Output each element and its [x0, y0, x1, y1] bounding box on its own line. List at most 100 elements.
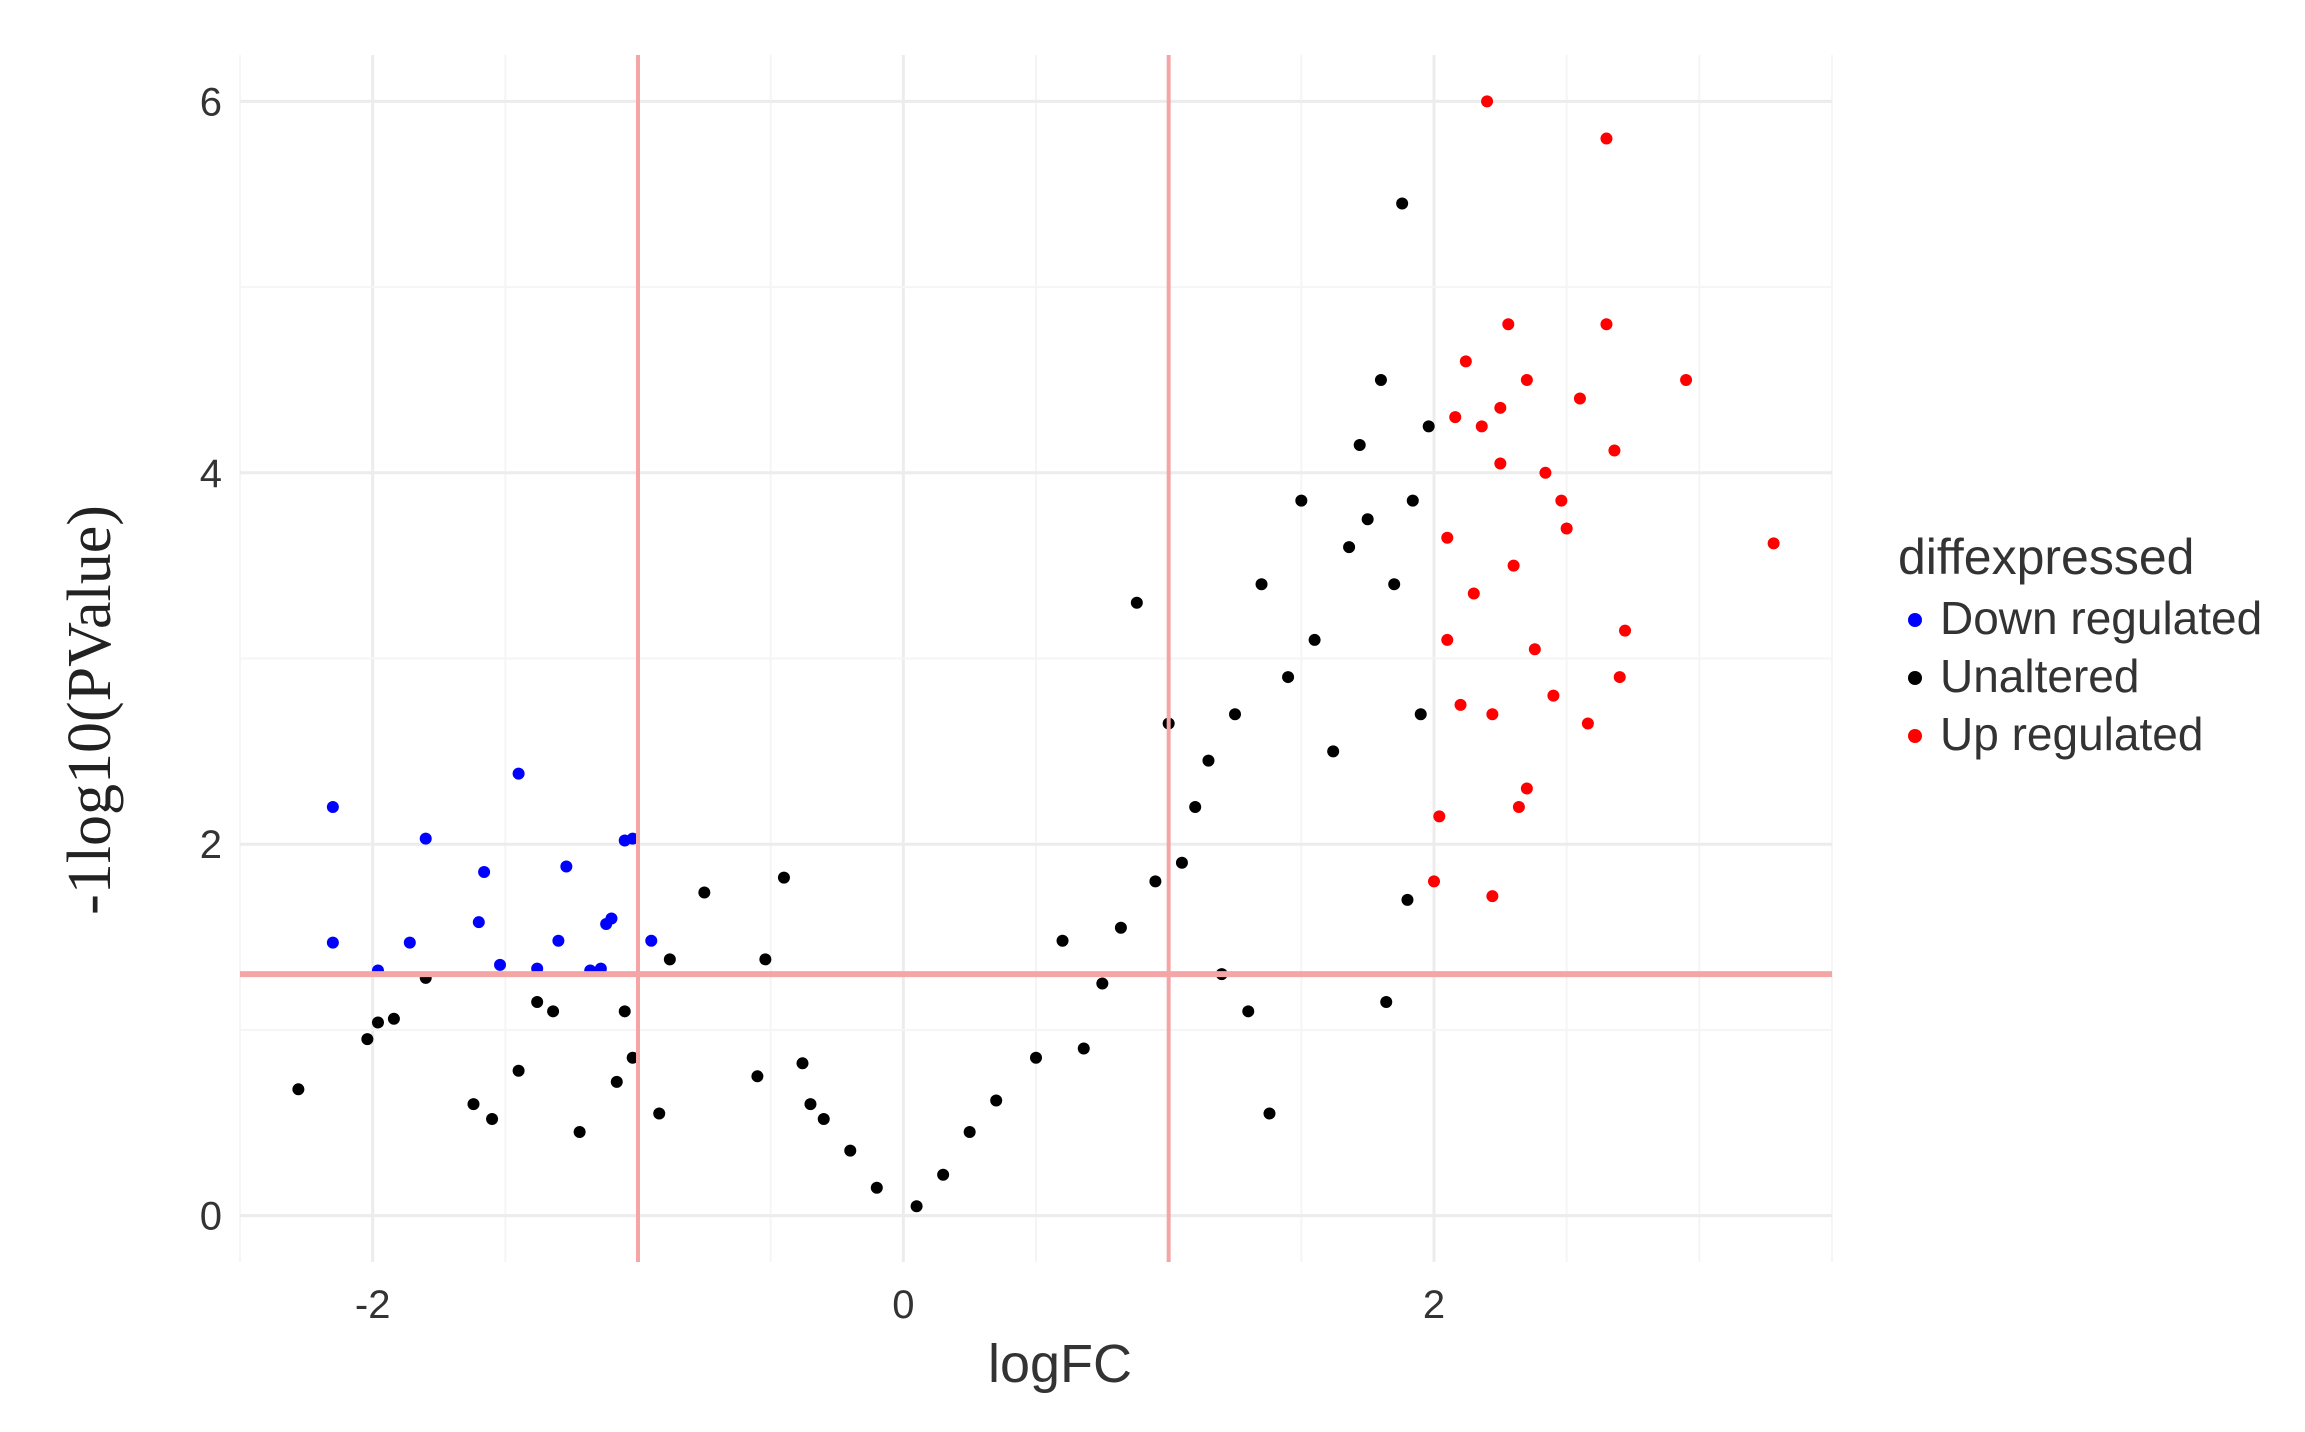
- point-unaltered: [1242, 1005, 1255, 1018]
- point-unaltered: [990, 1094, 1003, 1107]
- point-unaltered: [1229, 708, 1241, 721]
- point-up: [1608, 444, 1621, 457]
- point-down: [560, 860, 573, 873]
- point-unaltered: [531, 996, 544, 1009]
- point-unaltered: [573, 1126, 586, 1139]
- x-tick-label: 0: [892, 1283, 914, 1327]
- point-down: [512, 767, 525, 780]
- x-tick-label: -2: [355, 1283, 391, 1327]
- point-unaltered: [817, 1113, 830, 1126]
- legend-label-1: Unaltered: [1940, 650, 2139, 702]
- legend-key-1: [1908, 671, 1922, 685]
- legend-label-2: Up regulated: [1940, 708, 2203, 760]
- point-up: [1433, 810, 1446, 823]
- point-unaltered: [1414, 708, 1427, 721]
- point-unaltered: [1056, 934, 1069, 947]
- y-tick-labels: 0 2 4 6: [200, 80, 222, 1238]
- point-unaltered: [870, 1181, 883, 1194]
- point-up: [1520, 373, 1533, 386]
- point-unaltered: [1149, 875, 1162, 888]
- point-up: [1441, 531, 1454, 544]
- point-up: [1475, 420, 1488, 433]
- y-tick-label: 6: [200, 80, 222, 124]
- point-unaltered: [1202, 754, 1215, 767]
- point-unaltered: [796, 1057, 809, 1070]
- point-unaltered: [1406, 494, 1419, 507]
- point-down: [552, 934, 565, 947]
- point-unaltered: [653, 1107, 666, 1120]
- point-down: [645, 934, 658, 947]
- point-unaltered: [486, 1113, 499, 1126]
- point-unaltered: [1388, 578, 1401, 591]
- point-unaltered: [618, 1005, 631, 1018]
- point-unaltered: [1361, 513, 1374, 526]
- point-up: [1680, 373, 1693, 386]
- point-up: [1428, 875, 1440, 888]
- point-unaltered: [1077, 1042, 1090, 1055]
- point-unaltered: [467, 1098, 480, 1111]
- point-up: [1600, 132, 1613, 145]
- point-unaltered: [844, 1144, 857, 1157]
- point-unaltered: [804, 1098, 817, 1111]
- point-unaltered: [1263, 1107, 1276, 1120]
- point-unaltered: [937, 1168, 950, 1181]
- point-unaltered: [1380, 996, 1393, 1009]
- point-unaltered: [1114, 921, 1127, 934]
- point-unaltered: [610, 1075, 623, 1088]
- threshold-lines: [240, 55, 1832, 1262]
- point-down: [626, 832, 639, 845]
- point-up: [1494, 401, 1507, 414]
- point-unaltered: [1353, 438, 1366, 451]
- point-unaltered: [1189, 801, 1202, 814]
- y-axis-label: -1log10(PValue): [56, 505, 124, 915]
- point-unaltered: [1374, 373, 1387, 386]
- legend-title: diffexpressed: [1898, 529, 2194, 585]
- point-down: [419, 832, 432, 845]
- legend: diffexpressed Down regulated Unaltered Up …: [1898, 529, 2262, 760]
- point-up: [1449, 411, 1462, 424]
- point-unaltered: [626, 1051, 639, 1064]
- point-up: [1539, 466, 1552, 479]
- point-up: [1502, 318, 1515, 331]
- point-up: [1520, 782, 1533, 795]
- point-unaltered: [751, 1070, 764, 1083]
- point-up: [1512, 801, 1525, 814]
- point-down: [326, 801, 339, 814]
- point-unaltered: [698, 886, 711, 899]
- point-unaltered: [1175, 856, 1188, 869]
- x-axis-label: logFC: [988, 1334, 1132, 1394]
- point-down: [494, 958, 507, 971]
- legend-key-0: [1908, 613, 1922, 627]
- point-up: [1767, 537, 1780, 550]
- point-unaltered: [1327, 745, 1340, 758]
- point-unaltered: [512, 1064, 525, 1077]
- point-down: [403, 936, 416, 949]
- point-up: [1481, 95, 1494, 108]
- y-tick-label: 2: [200, 823, 222, 867]
- point-unaltered: [371, 1016, 384, 1029]
- point-up: [1459, 355, 1472, 368]
- x-tick-label: 2: [1423, 1283, 1445, 1327]
- x-tick-labels: -2 0 2: [355, 1283, 1445, 1327]
- point-unaltered: [387, 1012, 400, 1025]
- point-unaltered: [1096, 977, 1109, 990]
- point-up: [1555, 494, 1568, 507]
- point-unaltered: [1130, 596, 1143, 609]
- point-up: [1467, 587, 1480, 600]
- point-unaltered: [292, 1083, 305, 1096]
- point-down: [605, 912, 618, 925]
- point-unaltered: [1343, 541, 1356, 554]
- point-up: [1581, 717, 1594, 730]
- point-unaltered: [1255, 578, 1268, 591]
- point-unaltered: [663, 953, 676, 966]
- point-up: [1560, 522, 1573, 535]
- point-unaltered: [1308, 633, 1321, 646]
- point-unaltered: [777, 871, 790, 884]
- point-up: [1454, 698, 1467, 711]
- point-up: [1547, 689, 1560, 702]
- point-up: [1507, 559, 1520, 572]
- point-up: [1494, 457, 1507, 470]
- point-unaltered: [1401, 893, 1414, 906]
- point-up: [1528, 643, 1541, 656]
